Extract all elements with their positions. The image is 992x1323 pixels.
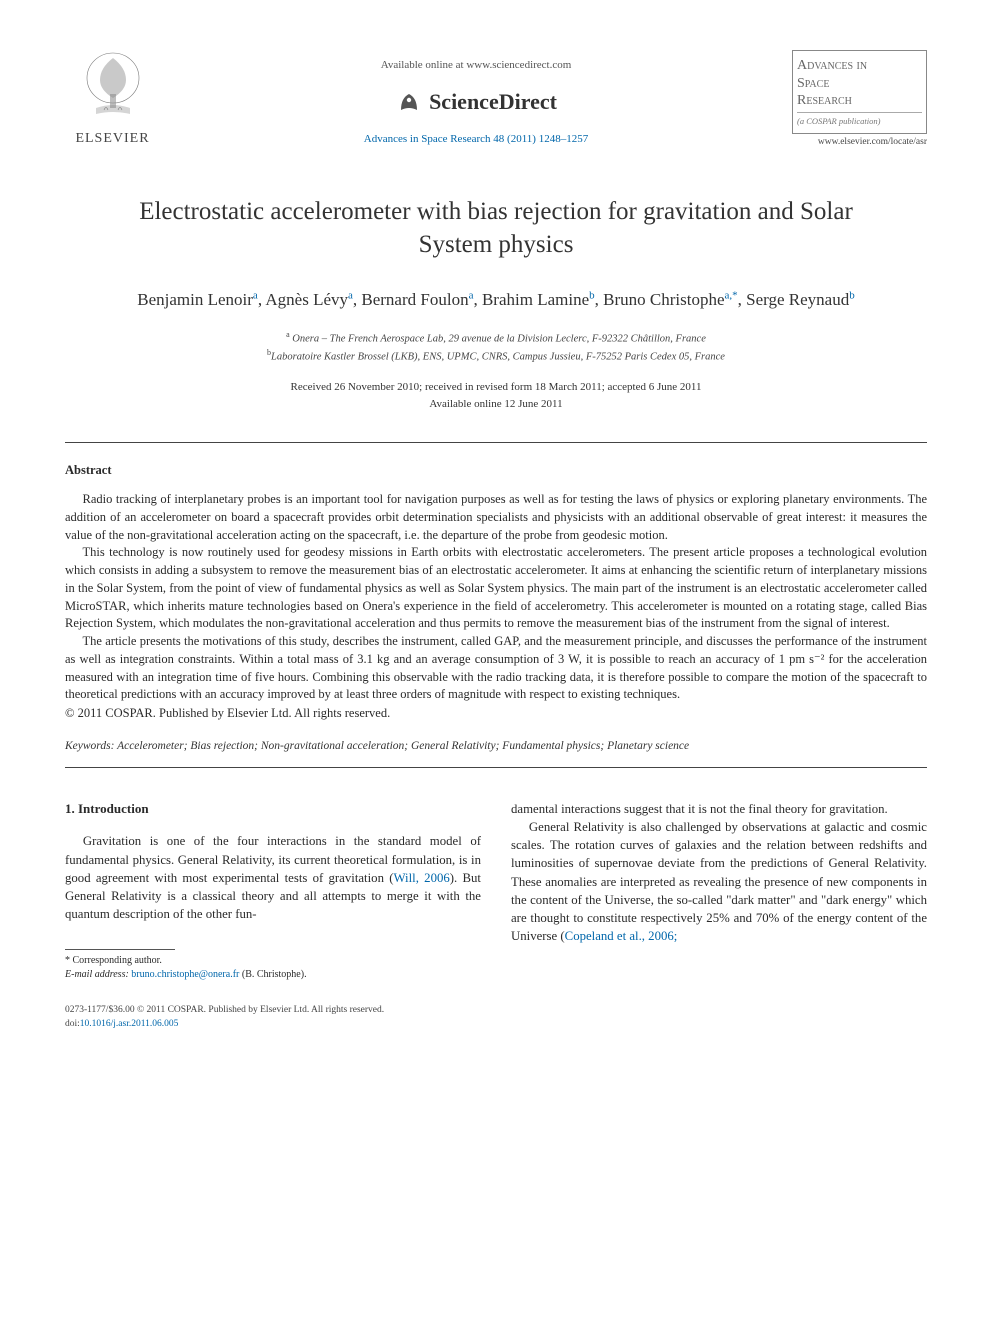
- body-columns: 1. Introduction Gravitation is one of th…: [65, 800, 927, 982]
- keywords-label: Keywords:: [65, 740, 114, 752]
- corresponding-label: * Corresponding author.: [65, 954, 481, 968]
- doi-link[interactable]: 10.1016/j.asr.2011.06.005: [80, 1019, 179, 1029]
- journal-title-box: Advances in Space Research (a COSPAR pub…: [792, 50, 927, 134]
- corresponding-email-line: E-mail address: bruno.christophe@onera.f…: [65, 968, 481, 982]
- page-header: ELSEVIER Available online at www.science…: [65, 50, 927, 150]
- section-heading: 1. Introduction: [65, 800, 481, 818]
- abstract-p2: This technology is now routinely used fo…: [65, 544, 927, 633]
- journal-title-line1: Advances in: [797, 57, 922, 75]
- rule-bottom: [65, 767, 927, 768]
- affiliation-a: a Onera – The French Aerospace Lab, 29 a…: [65, 329, 927, 347]
- journal-title-line2: Space: [797, 75, 922, 93]
- affiliations: a Onera – The French Aerospace Lab, 29 a…: [65, 329, 927, 366]
- publisher-logo-block: ELSEVIER: [65, 50, 160, 149]
- sciencedirect-icon: [395, 88, 423, 116]
- journal-url[interactable]: www.elsevier.com/locate/asr: [792, 136, 927, 150]
- ref-copeland-2006[interactable]: Copeland et al., 2006;: [565, 929, 678, 943]
- footer-copyright: 0273-1177/$36.00 © 2011 COSPAR. Publishe…: [65, 1004, 927, 1017]
- header-center: Available online at www.sciencedirect.co…: [160, 50, 792, 148]
- abstract-copyright: © 2011 COSPAR. Published by Elsevier Ltd…: [65, 704, 927, 722]
- corresponding-footnote: * Corresponding author. E-mail address: …: [65, 954, 481, 982]
- journal-cover-block: Advances in Space Research (a COSPAR pub…: [792, 50, 927, 150]
- journal-title-line3: Research: [797, 92, 922, 110]
- abstract-p3: The article presents the motivations of …: [65, 633, 927, 704]
- intro-p1-left: Gravitation is one of the four interacti…: [65, 832, 481, 923]
- email-link[interactable]: bruno.christophe@onera.fr: [131, 969, 239, 980]
- intro-p2-right: General Relativity is also challenged by…: [511, 818, 927, 945]
- affiliation-b: bLaboratoire Kastler Brossel (LKB), ENS,…: [65, 347, 927, 365]
- rule-top: [65, 442, 927, 443]
- available-online-text: Available online at www.sciencedirect.co…: [160, 58, 792, 74]
- abstract-p1: Radio tracking of interplanetary probes …: [65, 491, 927, 544]
- elsevier-tree-icon: [78, 50, 148, 125]
- article-dates: Received 26 November 2010; received in r…: [65, 379, 927, 412]
- journal-citation[interactable]: Advances in Space Research 48 (2011) 124…: [160, 132, 792, 148]
- sciencedirect-text: ScienceDirect: [429, 86, 557, 118]
- publisher-name: ELSEVIER: [75, 129, 149, 149]
- ref-will-2006[interactable]: Will, 2006: [393, 871, 449, 885]
- dates-received: Received 26 November 2010; received in r…: [65, 379, 927, 396]
- column-right: damental interactions suggest that it is…: [511, 800, 927, 982]
- footer-doi: doi:10.1016/j.asr.2011.06.005: [65, 1018, 927, 1031]
- page-footer: 0273-1177/$36.00 © 2011 COSPAR. Publishe…: [65, 1004, 927, 1031]
- intro-p1-right: damental interactions suggest that it is…: [511, 800, 927, 818]
- sciencedirect-brand: ScienceDirect: [160, 86, 792, 118]
- keywords-list: Accelerometer; Bias rejection; Non-gravi…: [117, 740, 689, 752]
- dates-online: Available online 12 June 2011: [65, 396, 927, 413]
- abstract-heading: Abstract: [65, 461, 927, 479]
- keywords-line: Keywords: Accelerometer; Bias rejection;…: [65, 738, 927, 755]
- abstract-body: Radio tracking of interplanetary probes …: [65, 491, 927, 704]
- cospar-note: (a COSPAR publication): [797, 112, 922, 127]
- footnote-rule: [65, 949, 175, 950]
- author-list: Benjamin Lenoira, Agnès Lévya, Bernard F…: [65, 287, 927, 313]
- column-left: 1. Introduction Gravitation is one of th…: [65, 800, 481, 982]
- article-title: Electrostatic accelerometer with bias re…: [125, 195, 867, 263]
